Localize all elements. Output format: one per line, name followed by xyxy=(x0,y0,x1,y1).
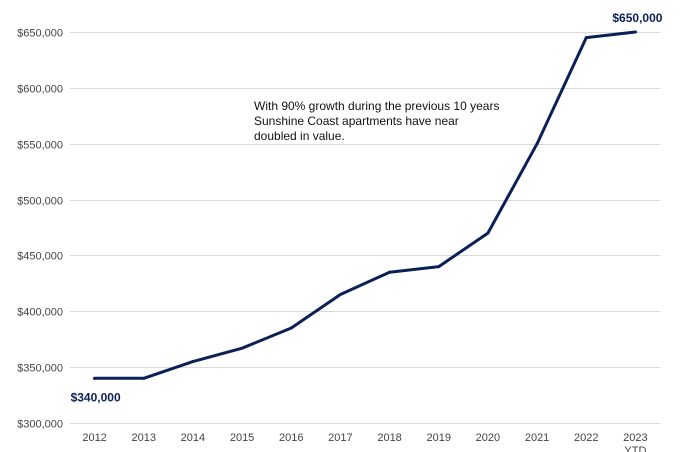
y-tick-label: $600,000 xyxy=(17,84,63,96)
chart-annotation: With 90% growth during the previous 10 y… xyxy=(254,99,500,143)
y-tick-label: $300,000 xyxy=(17,419,63,431)
data-point xyxy=(191,360,195,364)
x-tick-label: 2019 xyxy=(427,432,451,444)
y-axis-tick-labels: $300,000 $350,000 $400,000 $450,000 $500,000… xyxy=(17,28,63,431)
series-price xyxy=(93,30,637,380)
data-point xyxy=(289,326,293,330)
data-point xyxy=(93,376,97,380)
x-tick-label: 2015 xyxy=(230,432,254,444)
y-tick-label: $450,000 xyxy=(17,251,63,263)
data-labels: $340,000 $650,000 xyxy=(71,11,663,404)
data-point xyxy=(338,293,342,297)
x-tick-label: 2014 xyxy=(181,432,205,444)
x-tick-label: 2021 xyxy=(525,432,549,444)
data-point xyxy=(633,30,637,34)
data-point xyxy=(437,265,441,269)
x-tick-label: 2018 xyxy=(377,432,401,444)
x-tick-label: 2012 xyxy=(82,432,106,444)
data-label-last: $650,000 xyxy=(612,11,662,25)
x-tick-label: 2022 xyxy=(574,432,598,444)
x-tick-label: 2017 xyxy=(328,432,352,444)
data-point xyxy=(486,231,490,235)
series-line xyxy=(93,30,637,380)
data-point xyxy=(584,36,588,40)
y-tick-label: $550,000 xyxy=(17,140,63,152)
x-axis-tick-labels: 2012 2013 2014 2015 2016 2017 2018 2019 2020 2021… xyxy=(82,432,647,452)
data-label-first: $340,000 xyxy=(71,390,121,404)
data-point xyxy=(240,346,244,350)
x-tick-label: 2013 xyxy=(132,432,156,444)
data-point xyxy=(142,376,146,380)
x-tick-label: 2020 xyxy=(476,432,500,444)
y-tick-label: $400,000 xyxy=(17,307,63,319)
x-tick-label: 2016 xyxy=(279,432,303,444)
x-tick-label: 2023 YTD xyxy=(623,432,647,452)
y-tick-label: $500,000 xyxy=(17,196,63,208)
y-tick-label: $650,000 xyxy=(17,28,63,40)
data-point xyxy=(388,270,392,274)
y-tick-label: $350,000 xyxy=(17,363,63,375)
gridlines xyxy=(70,32,660,424)
data-point xyxy=(535,142,539,146)
